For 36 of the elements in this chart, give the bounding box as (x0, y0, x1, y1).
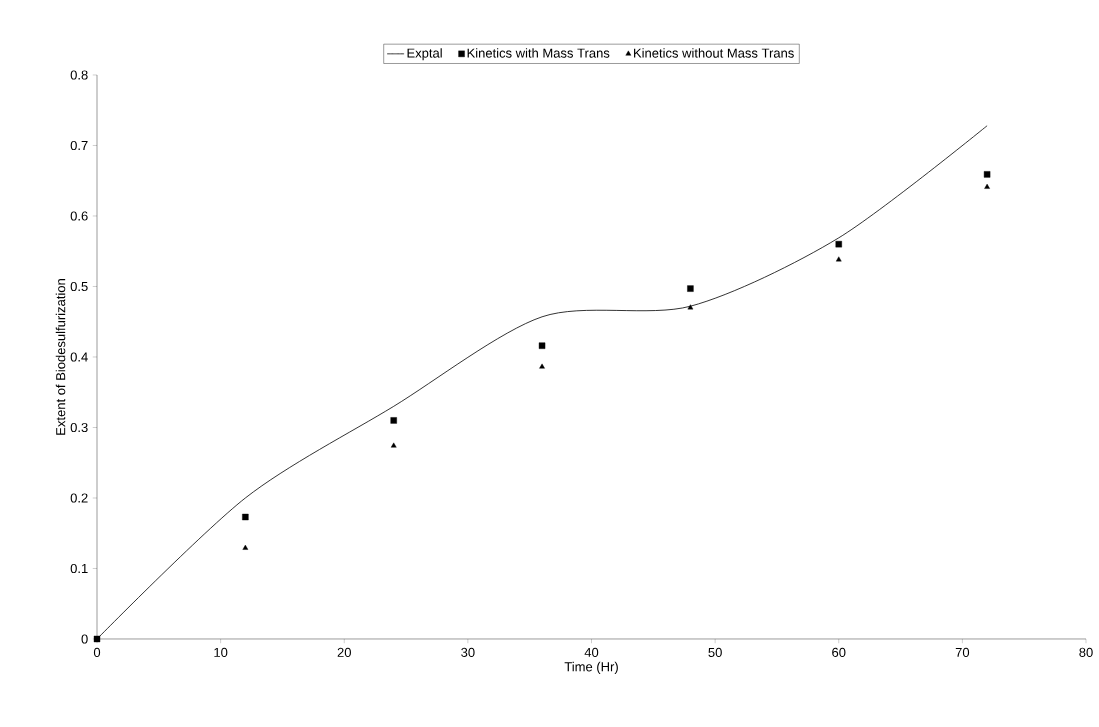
y-tick-label: 0.2 (70, 493, 88, 503)
x-tick-label: 70 (955, 647, 970, 657)
point (242, 513, 249, 521)
point (390, 417, 397, 424)
x-axis-title: Time (Hr) (564, 661, 618, 674)
legend-label: Kinetics without Mass Trans (634, 48, 794, 58)
x-tick-label: 30 (461, 647, 475, 657)
y-tick-label: 0.8 (70, 70, 88, 80)
point (687, 285, 694, 292)
y-tick-label: 0.7 (70, 140, 88, 151)
point (835, 256, 842, 262)
x-tick-label: 60 (832, 647, 846, 657)
y-axis-title: Extent of Biodesulfurization (55, 279, 66, 435)
x-tick-label: 10 (214, 647, 228, 657)
y-tick-label: 0.3 (70, 422, 88, 433)
point (983, 171, 991, 178)
y-tick-label: 0 (81, 634, 88, 644)
point (538, 342, 546, 349)
y-tick-label: 0.4 (70, 352, 88, 362)
x-tick-label: 0 (93, 647, 101, 657)
y-tick-label: 0.5 (70, 281, 88, 292)
point (539, 363, 545, 369)
point (835, 240, 842, 248)
legend-label: Exptal (407, 48, 442, 61)
point (93, 635, 101, 643)
y-tick-label: 0.1 (70, 563, 88, 574)
x-tick-label: 20 (337, 647, 351, 657)
point (390, 442, 397, 448)
x-tick-label: 80 (1079, 647, 1093, 657)
point (687, 304, 694, 310)
x-tick-label: 40 (584, 647, 599, 657)
point (984, 183, 990, 189)
legend-label: Kinetics with Mass Trans (467, 48, 610, 58)
y-tick-label: 0.6 (70, 211, 88, 221)
point (242, 544, 249, 550)
x-tick-label: 50 (708, 647, 722, 657)
